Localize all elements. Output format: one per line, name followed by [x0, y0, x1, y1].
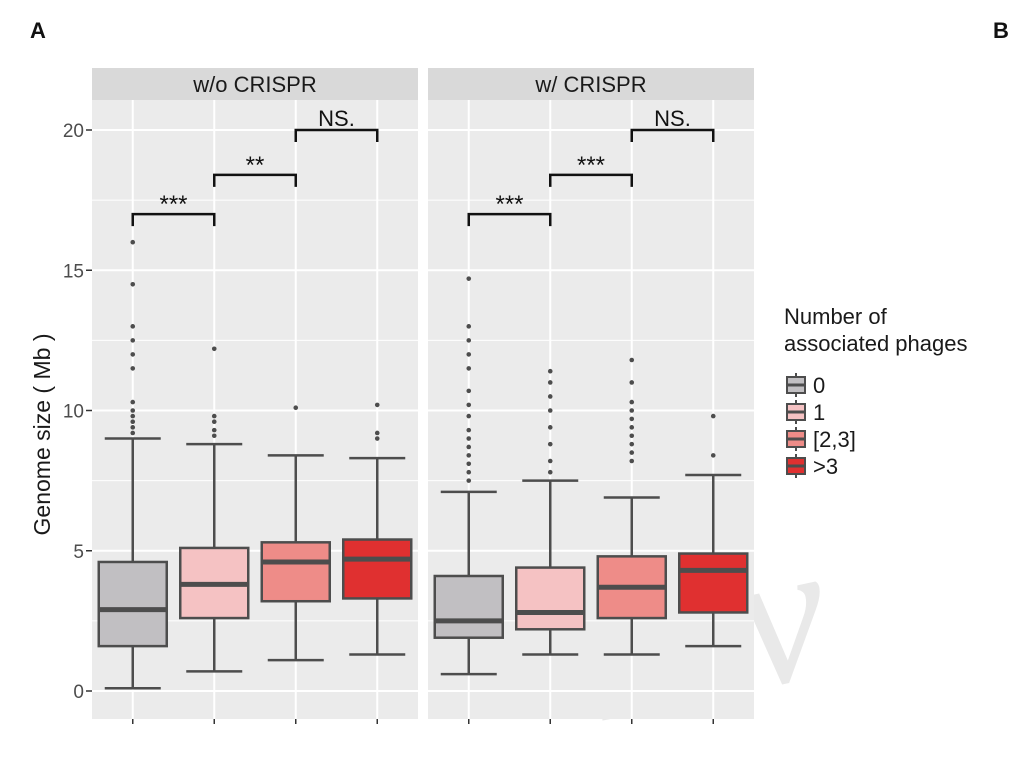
outlier-point [466, 413, 472, 419]
outlier-point [466, 444, 472, 450]
outlier-point [710, 413, 716, 419]
outlier-point [130, 430, 136, 436]
significance-bracket [630, 128, 715, 142]
outlier-point [629, 399, 635, 405]
legend-label-1: 0 [813, 373, 825, 398]
outlier-point [211, 413, 217, 419]
y-tick-label: 10 [63, 402, 84, 423]
outlier-point [130, 366, 136, 371]
box-0 [433, 574, 504, 639]
outlier-point [374, 436, 380, 441]
outlier-point [130, 413, 136, 419]
box->3 [678, 552, 749, 614]
boxplot-figure: w/o CRISPR*****NS.w/ CRISPR******NS.0510… [29, 68, 967, 724]
outlier-point [130, 281, 136, 287]
outlier-point [130, 408, 136, 413]
facet-strip-2 [428, 68, 754, 100]
outlier-point [130, 425, 136, 430]
outlier-point [629, 408, 635, 413]
outlier-point [211, 433, 217, 439]
box->3 [342, 538, 413, 600]
outlier-point [547, 368, 553, 374]
outlier-point [466, 427, 472, 433]
outlier-point [466, 352, 472, 357]
outlier-point [629, 441, 635, 447]
box-[2,3] [260, 541, 331, 603]
facet-strip-label-2: w/ CRISPR [534, 72, 646, 97]
outlier-point [130, 338, 136, 343]
significance-bracket [294, 128, 379, 142]
y-axis-title: Genome size ( Mb ) [29, 334, 55, 536]
outlier-point [629, 433, 635, 439]
significance-bracket [213, 173, 297, 187]
outlier-point [547, 380, 553, 385]
legend-title-line: Number of [784, 304, 888, 329]
outlier-point [466, 478, 472, 483]
significance-label: NS. [654, 106, 691, 131]
significance-bracket [131, 212, 216, 227]
outlier-point [547, 458, 553, 464]
outlier-point [547, 408, 553, 413]
panel-label-a: A [30, 18, 46, 43]
significance-label: *** [159, 191, 187, 218]
outlier-point [466, 276, 472, 281]
outlier-point [466, 436, 472, 441]
outlier-point [710, 453, 716, 458]
panel-label-b: B [993, 18, 1009, 43]
outlier-point [466, 402, 472, 408]
outlier-point [374, 430, 380, 436]
outlier-point [466, 388, 472, 394]
outlier-point [211, 346, 217, 352]
outlier-point [547, 394, 553, 399]
outlier-point [629, 458, 635, 464]
outlier-point [374, 402, 380, 408]
outlier-point [211, 419, 217, 425]
box-1 [515, 566, 586, 631]
outlier-point [629, 380, 635, 385]
outlier-point [629, 425, 635, 430]
outlier-point [466, 324, 472, 329]
significance-bracket [467, 212, 552, 227]
significance-bracket [549, 173, 633, 187]
outlier-point [211, 427, 217, 433]
legend-label-3: [2,3] [813, 427, 856, 452]
outlier-point [466, 338, 472, 343]
outlier-point [466, 461, 472, 467]
outlier-point [293, 405, 299, 410]
legend-label-4: >3 [813, 454, 838, 479]
significance-label: *** [495, 191, 523, 218]
outlier-point [629, 416, 635, 422]
outlier-point [547, 425, 553, 430]
facet-strip-1 [92, 68, 418, 100]
y-tick-label: 20 [63, 121, 84, 142]
y-tick-label: 15 [63, 261, 84, 282]
outlier-point [547, 441, 553, 447]
y-tick-label: 5 [73, 542, 84, 563]
outlier-point [130, 399, 136, 405]
outlier-point [547, 469, 553, 475]
box-0 [97, 560, 168, 648]
outlier-point [466, 453, 472, 458]
outlier-point [466, 469, 472, 475]
outlier-point [629, 357, 635, 363]
y-tick-label: 0 [73, 682, 84, 703]
outlier-point [130, 352, 136, 357]
significance-label: NS. [318, 106, 355, 131]
facet-strip-label-1: w/o CRISPR [192, 72, 316, 97]
outlier-point [629, 450, 635, 455]
outlier-point [130, 239, 136, 245]
legend-label-2: 1 [813, 400, 825, 425]
significance-label: *** [577, 152, 605, 179]
outlier-point [466, 366, 472, 371]
outlier-point [130, 419, 136, 425]
significance-label: ** [246, 152, 265, 179]
legend-title-line: associated phages [784, 331, 967, 356]
outlier-point [130, 324, 136, 329]
